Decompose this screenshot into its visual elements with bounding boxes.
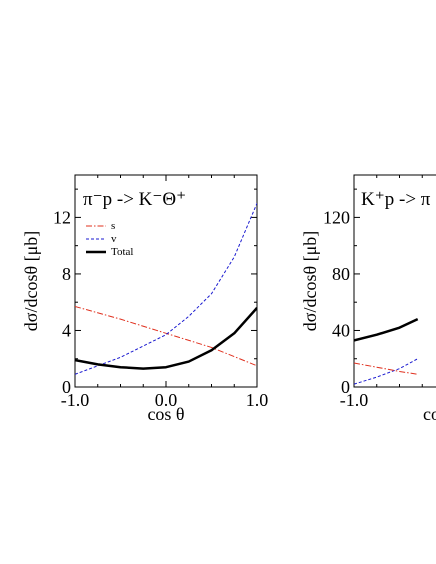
y-tick-label-right: 40 — [332, 320, 350, 340]
series-line-total-left — [75, 307, 257, 370]
x-tick-label-left: -1.0 — [61, 390, 90, 410]
y-tick-label-right: 120 — [323, 207, 350, 227]
series-group-left — [75, 203, 257, 375]
panel-label-right: K⁺p -> π — [361, 189, 431, 210]
x-axis-label-right: co — [423, 404, 436, 424]
y-tick-label-left: 12 — [53, 207, 71, 227]
y-tick-label-right: 0 — [341, 377, 350, 397]
legend-left: s v Total — [86, 220, 133, 258]
series-line-s-left — [75, 305, 257, 367]
y-tick-label-left: 0 — [62, 377, 71, 397]
tick-group-left: 0 4 8 12 -1.0 0.0 1.0 — [53, 175, 268, 410]
x-tick-label-left: 0.0 — [155, 390, 178, 410]
series-line-curve-0-right — [354, 318, 419, 342]
x-axis-label-left: cos θ — [147, 404, 184, 424]
series-line-v-left — [75, 203, 257, 375]
legend-label-v: v — [111, 233, 117, 245]
x-tick-label-right: -1.0 — [340, 390, 369, 410]
y-axis-label-left: dσ/dcosθ [μb] — [21, 231, 41, 331]
y-tick-label-right: 80 — [332, 264, 350, 284]
x-tick-label-left: 1.0 — [246, 390, 269, 410]
series-group-right — [354, 318, 419, 385]
legend-label-s: s — [111, 220, 115, 232]
plot-frame-right — [353, 174, 436, 388]
legend-label-total: Total — [111, 246, 133, 258]
y-tick-label-left: 4 — [62, 320, 71, 340]
panel-left: 0 4 8 12 -1.0 0.0 1.0 π⁻p -> K⁻Θ⁺ s v Total co… — [21, 174, 268, 424]
series-line-curve-2-right — [354, 362, 418, 375]
panel-label-left: π⁻p -> K⁻Θ⁺ — [83, 189, 186, 210]
series-line-curve-1-right — [354, 358, 418, 385]
y-tick-label-left: 8 — [62, 264, 71, 284]
y-axis-label-right: dσ/dcosθ [μb] — [300, 231, 320, 331]
